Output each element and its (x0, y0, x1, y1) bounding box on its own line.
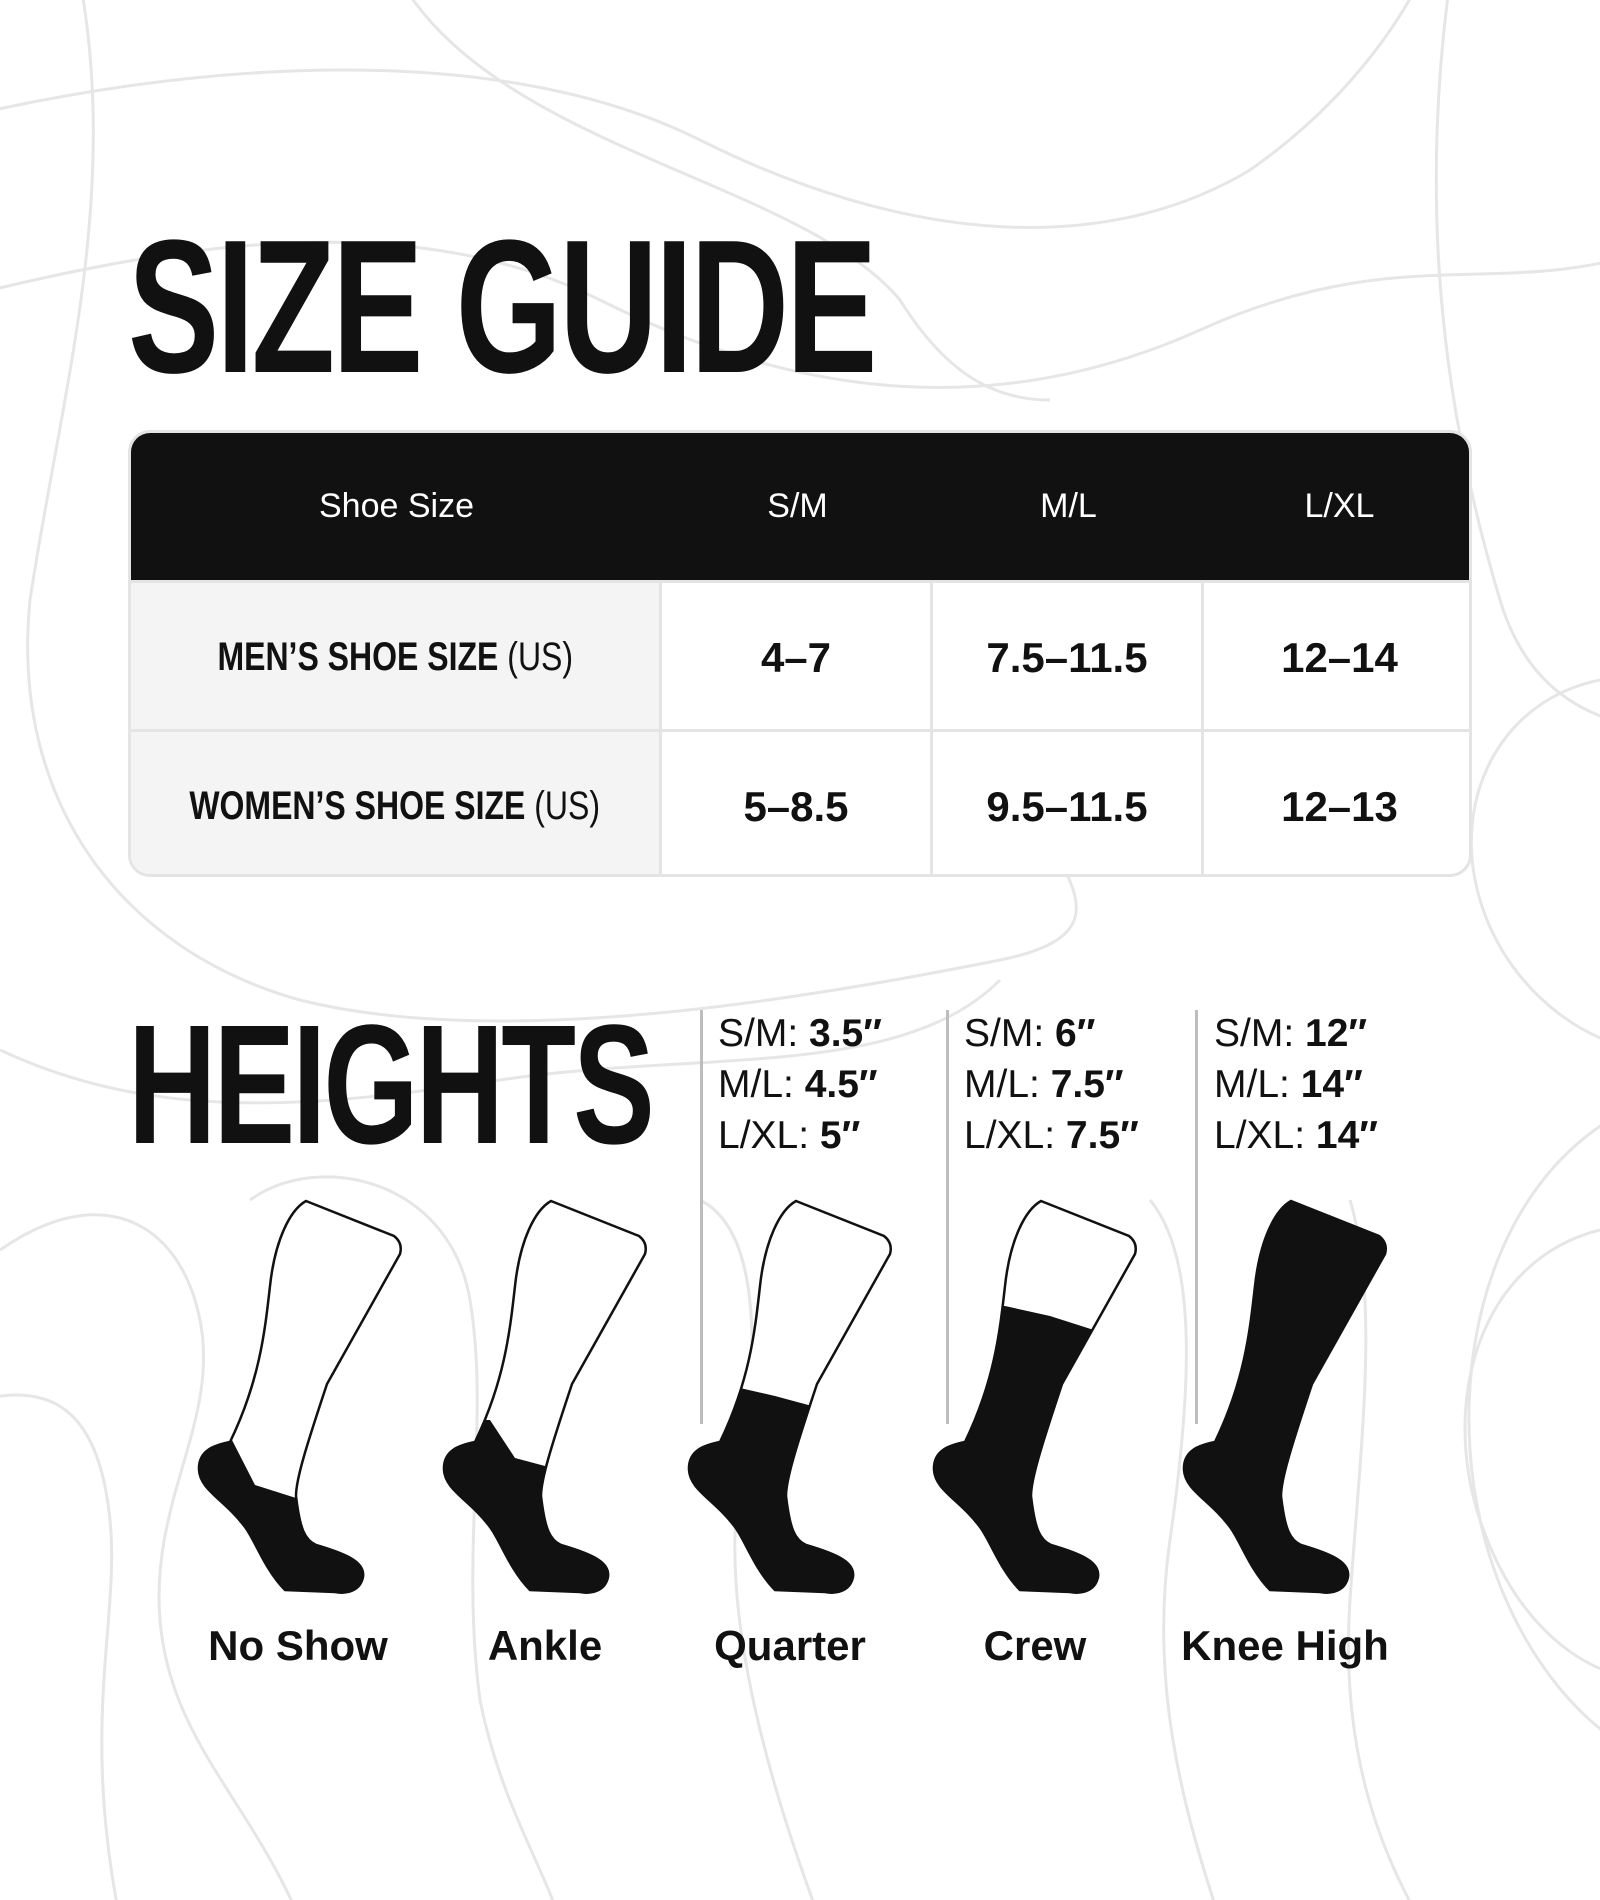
quarter-sock-icon (687, 1199, 892, 1594)
size-label: L/XL: (1214, 1114, 1306, 1157)
sock-label-knee-high: Knee High (1181, 1622, 1389, 1669)
no-show-sock-icon (197, 1199, 402, 1594)
size-label: S/M: (964, 1012, 1045, 1055)
height-value: 7.5″ (1065, 1114, 1139, 1157)
table-cell: 9.5–11.5 (933, 732, 1204, 874)
sock-label-quarter: Quarter (714, 1622, 866, 1669)
sock-label-no-show: No Show (208, 1622, 388, 1669)
size-table: Shoe Size S/M M/L L/XL MEN’S SHOE SIZE (… (128, 430, 1472, 877)
knee-high-heights: S/M: 12″ M/L: 14″ L/XL: 14″ (1214, 1008, 1378, 1161)
divider (1195, 1010, 1198, 1424)
divider (946, 1010, 949, 1424)
header-sm: S/M (767, 487, 828, 525)
row-label: MEN’S SHOE SIZE (US) (131, 583, 662, 732)
row-label-unit: (US) (507, 635, 573, 679)
size-label: L/XL: (718, 1114, 810, 1157)
size-label: S/M: (1214, 1012, 1295, 1055)
height-value: 5″ (819, 1114, 861, 1157)
sock-label-ankle: Ankle (487, 1622, 603, 1669)
table-row: MEN’S SHOE SIZE (US) 4–7 7.5–11.5 12–14 (131, 580, 1469, 732)
row-label-text: MEN’S SHOE SIZE (217, 635, 499, 679)
height-value: 3.5″ (809, 1012, 882, 1055)
divider (700, 1010, 703, 1424)
table-cell: 5–8.5 (662, 732, 933, 874)
size-label: M/L: (964, 1063, 1040, 1106)
size-label: L/XL: (964, 1114, 1056, 1157)
crew-heights: S/M: 6″ M/L: 7.5″ L/XL: 7.5″ (964, 1008, 1139, 1161)
table-cell: 12–13 (1281, 782, 1398, 830)
table-cell: 7.5–11.5 (933, 583, 1204, 732)
ankle-sock-icon (442, 1199, 647, 1594)
header-shoe-size: Shoe Size (319, 487, 474, 525)
row-label-text: WOMEN’S SHOE SIZE (189, 784, 526, 828)
height-value: 14″ (1315, 1114, 1378, 1157)
height-value: 14″ (1300, 1063, 1363, 1106)
size-label: S/M: (718, 1012, 799, 1055)
table-row: WOMEN’S SHOE SIZE (US) 5–8.5 9.5–11.5 12… (131, 729, 1469, 874)
knee-high-sock-icon (1182, 1199, 1387, 1594)
header-ml: M/L (1040, 487, 1097, 525)
size-label: M/L: (718, 1063, 794, 1106)
row-label-unit: (US) (534, 784, 601, 828)
size-label: M/L: (1214, 1063, 1290, 1106)
table-cell: 4–7 (662, 583, 933, 732)
row-label: WOMEN’S SHOE SIZE (US) (131, 732, 662, 874)
heights-title: HEIGHTS (128, 990, 655, 1180)
header-lxl: L/XL (1304, 487, 1375, 525)
table-cell: 12–14 (1281, 633, 1398, 681)
height-value: 4.5″ (804, 1063, 878, 1106)
height-value: 12″ (1305, 1012, 1368, 1055)
height-value: 6″ (1055, 1012, 1096, 1055)
page-title: SIZE GUIDE (128, 201, 877, 413)
sock-label-crew: Crew (983, 1622, 1087, 1669)
quarter-heights: S/M: 3.5″ M/L: 4.5″ L/XL: 5″ (718, 1008, 882, 1161)
height-value: 7.5″ (1050, 1063, 1124, 1106)
table-header: Shoe Size S/M M/L L/XL (131, 433, 1469, 580)
crew-sock-icon (932, 1199, 1137, 1594)
